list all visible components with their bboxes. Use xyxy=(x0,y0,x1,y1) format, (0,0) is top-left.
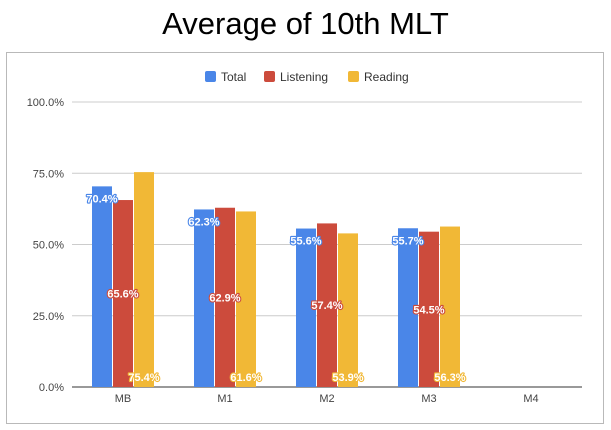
legend-label: Total xyxy=(221,70,246,84)
data-label: 65.6% xyxy=(107,289,138,301)
legend-label: Reading xyxy=(364,70,409,84)
legend-label: Listening xyxy=(280,70,328,84)
legend-swatch-total xyxy=(205,71,216,82)
bar xyxy=(134,172,154,387)
x-axis-ticks: MB M1 M2 M3 M4 xyxy=(115,393,539,405)
data-label: 54.5% xyxy=(413,304,444,316)
bar xyxy=(113,200,133,387)
legend-swatch-reading xyxy=(348,71,359,82)
bar xyxy=(419,231,439,387)
y-tick-label: 25.0% xyxy=(33,311,64,323)
data-label: 70.4% xyxy=(86,193,117,205)
x-tick-label: MB xyxy=(115,393,132,405)
y-tick-label: 0.0% xyxy=(39,382,64,394)
data-label: 56.3% xyxy=(434,372,465,384)
data-label: 75.4% xyxy=(128,372,159,384)
data-label: 62.9% xyxy=(209,292,240,304)
data-label: 55.6% xyxy=(290,236,321,248)
data-label: 62.3% xyxy=(188,216,219,228)
x-tick-label: M3 xyxy=(421,393,436,405)
legend-swatch-listening xyxy=(264,71,275,82)
bar xyxy=(338,233,358,387)
data-labels: 70.4% 65.6% 75.4% 62.3% 62.9% 61.6% 55.6% 57.4%… xyxy=(85,192,467,385)
bar xyxy=(296,228,316,387)
bar xyxy=(398,228,418,387)
y-tick-label: 50.0% xyxy=(33,240,64,252)
data-label: 55.7% xyxy=(392,235,423,247)
chart-frame xyxy=(6,52,604,424)
chart-title: Average of 10th MLT xyxy=(162,6,449,41)
legend: Total Listening Reading xyxy=(205,70,409,84)
bar xyxy=(194,209,214,387)
y-tick-label: 75.0% xyxy=(33,168,64,180)
bar xyxy=(236,211,256,387)
x-tick-label: M2 xyxy=(319,393,334,405)
bar xyxy=(440,226,460,387)
bar xyxy=(92,186,112,387)
y-tick-label: 100.0% xyxy=(27,97,65,109)
y-axis-ticks: 0.0% 25.0% 50.0% 75.0% 100.0% xyxy=(27,97,65,394)
x-tick-label: M1 xyxy=(217,393,232,405)
bars xyxy=(92,172,460,387)
data-label: 53.9% xyxy=(332,372,363,384)
data-label: 57.4% xyxy=(311,300,342,312)
x-tick-label: M4 xyxy=(523,393,538,405)
data-label: 61.6% xyxy=(230,372,261,384)
bar xyxy=(215,207,235,387)
bar xyxy=(317,223,337,387)
